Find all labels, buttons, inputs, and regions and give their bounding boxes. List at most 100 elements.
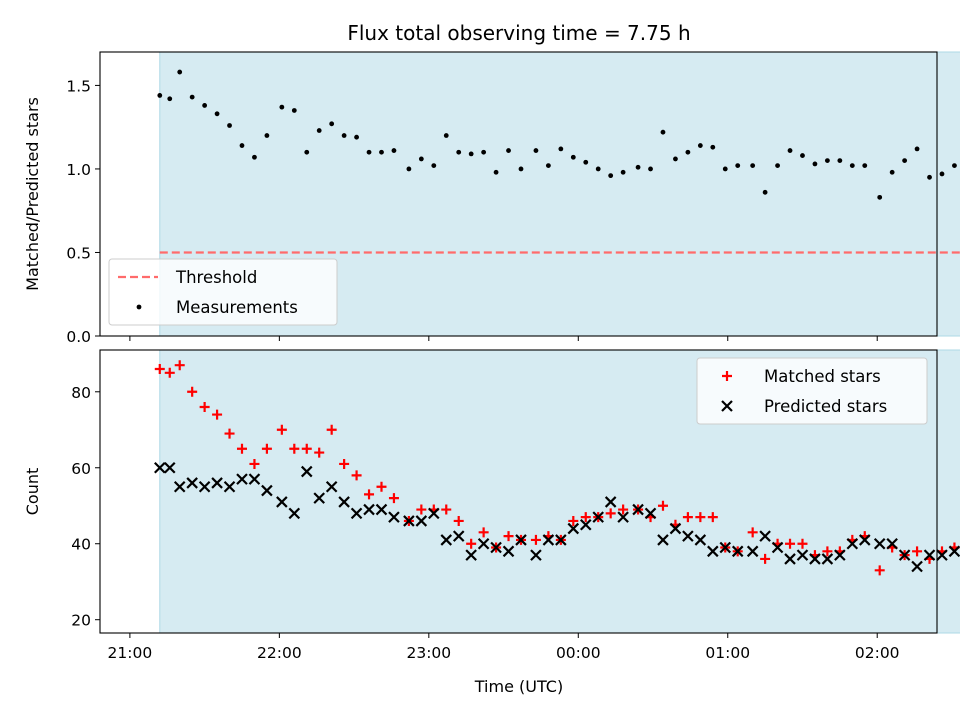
predicted-stars-point bbox=[809, 553, 821, 565]
predicted-stars-point bbox=[502, 545, 515, 558]
predicted-stars-point bbox=[821, 553, 834, 565]
predicted-stars-point bbox=[721, 400, 733, 412]
measurement-point bbox=[533, 148, 539, 153]
matched-stars-point bbox=[376, 481, 387, 492]
matched-stars-point bbox=[478, 527, 489, 538]
predicted-stars-point bbox=[465, 549, 477, 561]
legend: Threshold Measurements bbox=[108, 258, 338, 326]
predicted-stars-point bbox=[707, 545, 719, 558]
x-tick-label: 21:00 bbox=[108, 644, 153, 662]
matched-stars-point bbox=[154, 363, 165, 374]
measurement-point bbox=[952, 163, 957, 169]
predicted-stars-point bbox=[948, 545, 960, 558]
measurement-point bbox=[341, 133, 347, 138]
predicted-stars-point bbox=[428, 507, 440, 520]
predicted-stars-point bbox=[617, 511, 629, 523]
measurement-point bbox=[558, 146, 564, 152]
measurement-point bbox=[391, 148, 397, 153]
legend-box bbox=[696, 357, 928, 425]
predicted-stars-point bbox=[236, 473, 248, 485]
matched-stars-point bbox=[707, 512, 718, 523]
predicted-stars-point bbox=[923, 549, 936, 561]
predicted-stars-point bbox=[858, 534, 871, 546]
matched-stars-point bbox=[326, 424, 337, 435]
y-tick-label: 0.5 bbox=[66, 244, 91, 262]
matched-stars-point bbox=[747, 527, 758, 538]
matched-stars-point bbox=[466, 538, 477, 549]
measurement-point bbox=[877, 194, 883, 200]
predicted-stars-point bbox=[261, 484, 273, 497]
predicted-stars-point bbox=[490, 541, 502, 554]
axes-frame bbox=[99, 349, 938, 634]
predicted-stars-point bbox=[440, 534, 453, 546]
matched-stars-point bbox=[874, 565, 885, 576]
measurement-point bbox=[291, 108, 297, 113]
legend: Matched stars Predicted stars bbox=[696, 357, 928, 425]
matched-stars-point bbox=[314, 447, 325, 458]
matched-stars-point bbox=[503, 531, 514, 542]
predicted-stars-point bbox=[313, 492, 325, 504]
legend-label: Matched stars bbox=[764, 367, 881, 386]
matched-stars-point bbox=[351, 470, 362, 481]
matched-stars-point bbox=[760, 553, 771, 564]
y-tick-label: 60 bbox=[71, 460, 91, 478]
measurement-point bbox=[914, 146, 920, 152]
axes-frame bbox=[99, 51, 938, 337]
predicted-stars-point bbox=[555, 534, 567, 546]
predicted-stars-point bbox=[873, 537, 886, 550]
measurement-point bbox=[595, 166, 601, 172]
measurement-point bbox=[379, 149, 384, 155]
measurement-point bbox=[329, 121, 335, 127]
measurement-point bbox=[660, 129, 666, 135]
legend-label: Threshold bbox=[175, 268, 257, 287]
predicted-stars-point bbox=[325, 480, 338, 493]
matched-stars-point bbox=[364, 489, 375, 500]
x-tick-label: 02:00 bbox=[855, 644, 900, 662]
y-tick-label: 20 bbox=[71, 612, 91, 630]
predicted-stars-point bbox=[154, 461, 166, 474]
matched-stars-point bbox=[339, 458, 350, 469]
predicted-stars-point bbox=[452, 530, 465, 542]
matched-stars-point bbox=[580, 512, 591, 523]
predicted-stars-point bbox=[338, 496, 350, 508]
measurement-point bbox=[849, 163, 855, 169]
measurement-point bbox=[635, 164, 641, 170]
x-axis-label: Time (UTC) bbox=[474, 677, 563, 696]
predicted-stars-point bbox=[542, 534, 555, 546]
y-tick-label: 0.0 bbox=[66, 328, 91, 346]
matched-stars-point bbox=[187, 386, 198, 397]
measurement-point bbox=[775, 163, 780, 169]
y-axis-label: Matched/Predicted stars bbox=[23, 97, 42, 291]
matched-stars-point bbox=[301, 443, 312, 454]
measurement-point bbox=[939, 171, 945, 177]
legend-label: Measurements bbox=[176, 298, 298, 317]
measurement-point bbox=[304, 149, 310, 155]
predicted-stars-point bbox=[604, 496, 617, 508]
predicted-stars-point bbox=[415, 515, 428, 527]
measurement-point bbox=[722, 166, 728, 172]
y-tick-label: 40 bbox=[71, 536, 91, 554]
measurement-point bbox=[443, 133, 449, 138]
predicted-stars-point bbox=[276, 496, 288, 508]
legend-box bbox=[108, 258, 338, 326]
predicted-stars-point bbox=[567, 522, 580, 535]
matched-stars-point bbox=[695, 512, 706, 523]
measurement-point bbox=[167, 96, 173, 102]
measurement-point bbox=[316, 128, 322, 133]
count-panel: 2040608021:0022:0023:0000:0001:0002:0003… bbox=[23, 349, 960, 662]
measurement-point bbox=[762, 189, 768, 195]
measurement-point bbox=[468, 151, 474, 157]
x-tick-label: 23:00 bbox=[406, 644, 451, 662]
measurement-point bbox=[697, 143, 703, 148]
matched-stars-point bbox=[682, 512, 693, 523]
predicted-stars-point bbox=[375, 503, 388, 516]
matched-stars-point bbox=[276, 424, 287, 435]
matched-stars-point bbox=[722, 371, 732, 381]
measurement-point bbox=[889, 169, 895, 175]
measurement-point bbox=[800, 153, 805, 158]
matched-stars-point bbox=[174, 360, 185, 371]
matched-stars-point bbox=[530, 534, 541, 545]
predicted-stars-point bbox=[731, 545, 744, 558]
matched-stars-point bbox=[416, 504, 427, 515]
measurement-point bbox=[136, 304, 142, 310]
